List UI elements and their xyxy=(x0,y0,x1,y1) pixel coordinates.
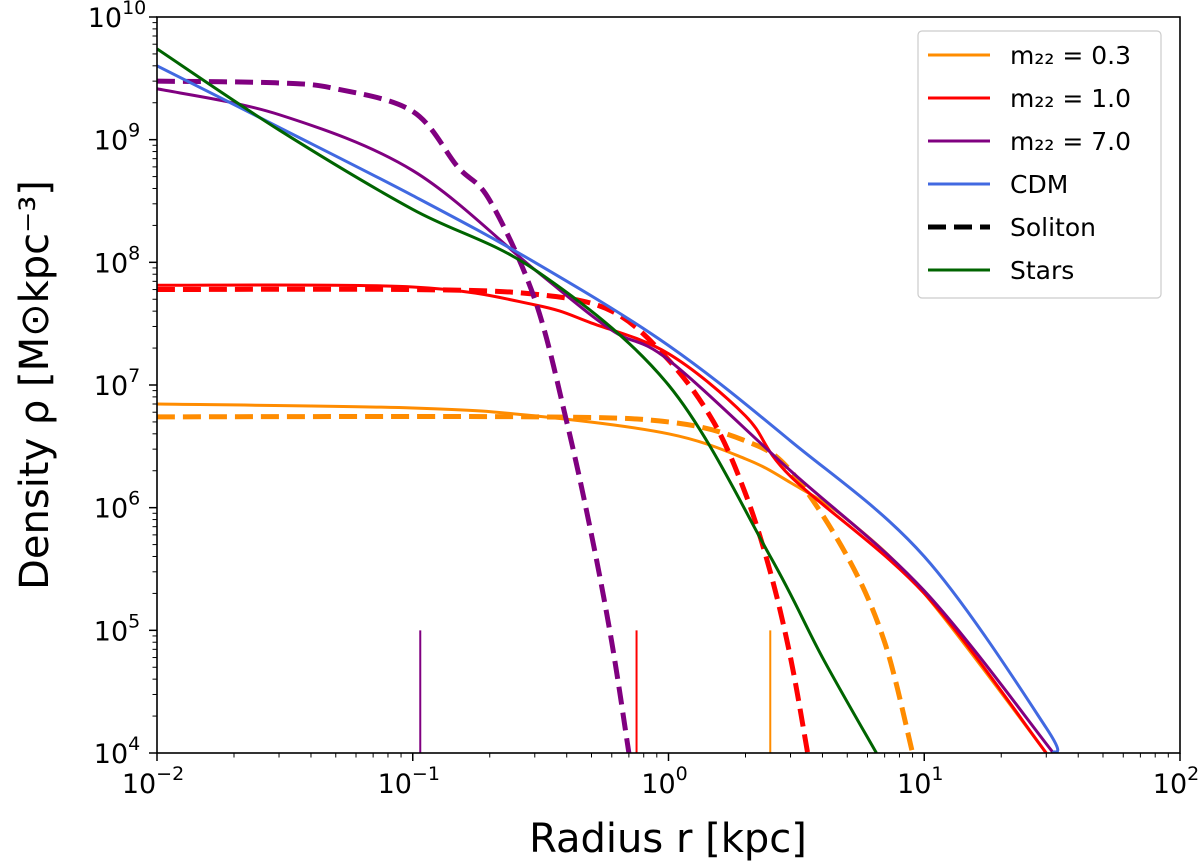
axis-ticks: 10−2 10−1 100 101 102 104 105 106 107 108 109 1010 xyxy=(88,0,1200,800)
series-red-solid xyxy=(157,283,1048,753)
x-tick-label: 102 xyxy=(1153,763,1199,800)
y-tick-label: 107 xyxy=(94,365,140,402)
x-axis-label: Radius r [kpc] xyxy=(529,816,807,862)
series-orange-dashed xyxy=(157,413,915,753)
legend-label: m₂₂ = 0.3 xyxy=(1010,41,1131,70)
curves xyxy=(157,47,1060,753)
y-tick-label: 108 xyxy=(94,242,140,279)
x-tick-label: 101 xyxy=(897,763,943,800)
legend: m₂₂ = 0.3 m₂₂ = 1.0 m₂₂ = 7.0 CDM Soliton Sta… xyxy=(917,30,1162,299)
legend-label: CDM xyxy=(1010,170,1068,199)
series-red-dashed xyxy=(157,286,811,753)
legend-label: m₂₂ = 7.0 xyxy=(1010,127,1131,156)
y-tick-label: 109 xyxy=(94,120,140,157)
y-tick-label: 1010 xyxy=(88,0,147,34)
legend-label: Soliton xyxy=(1010,213,1096,242)
x-tick-label: 10−2 xyxy=(122,763,184,800)
x-tick-label: 10−1 xyxy=(378,763,440,800)
y-tick-label: 106 xyxy=(94,488,140,525)
y-tick-label: 104 xyxy=(94,733,140,770)
series-purple-dashed xyxy=(157,78,632,753)
legend-label: Stars xyxy=(1010,256,1074,285)
series-stars xyxy=(157,47,878,753)
x-tick-label: 100 xyxy=(641,763,687,800)
y-tick-label: 105 xyxy=(94,610,140,647)
legend-label: m₂₂ = 1.0 xyxy=(1010,84,1131,113)
series-cdm xyxy=(157,64,1060,753)
y-axis-label: Density ρ [M⊙kpc⁻³] xyxy=(12,180,58,590)
